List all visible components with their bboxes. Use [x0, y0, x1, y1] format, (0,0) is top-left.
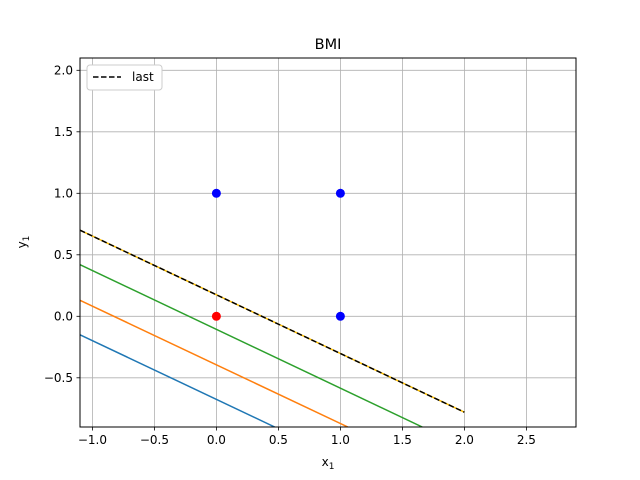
- x-axis: −1.0 −0.5 0.0 0.5 1.0 1.5 2.0 2.5: [78, 427, 536, 447]
- series-layer: [80, 229, 465, 427]
- plot-frame: [79, 57, 577, 428]
- legend-label-last: last: [132, 70, 154, 84]
- y-tick-label: 0.5: [54, 248, 73, 262]
- x-tick-label: 0.5: [269, 433, 288, 447]
- legend-box: [86, 64, 163, 91]
- series-line-last: [80, 229, 465, 413]
- x-tick-label: 1.0: [331, 433, 350, 447]
- x-tick-label: −0.5: [140, 433, 169, 447]
- y-tick-label: 0.0: [54, 309, 73, 323]
- y-tick-label: 2.0: [54, 63, 73, 77]
- points-layer: [211, 188, 345, 321]
- y-axis: −0.5 0.0 0.5 1.0 1.5 2.0: [44, 63, 80, 385]
- y-tick-label: −0.5: [44, 371, 73, 385]
- series-line-1: [80, 334, 276, 427]
- y-axis-label-sub: 1: [22, 236, 32, 242]
- scatter-point: [335, 311, 345, 321]
- scatter-point: [211, 311, 221, 321]
- x-axis-label: x1: [322, 455, 335, 472]
- y-axis-label: y1: [15, 236, 32, 249]
- y-axis-label-main: y: [15, 241, 29, 248]
- x-tick-label: 2.5: [517, 433, 536, 447]
- chart-title: BMI: [315, 37, 342, 53]
- legend: last: [86, 64, 163, 91]
- y-tick-label: 1.0: [54, 186, 73, 200]
- y-tick-label: 1.5: [54, 125, 73, 139]
- x-tick-label: 0.0: [207, 433, 226, 447]
- grid: [80, 58, 576, 427]
- x-tick-label: 2.0: [455, 433, 474, 447]
- series-line-2: [80, 299, 349, 427]
- x-tick-label: 1.5: [393, 433, 412, 447]
- scatter-point: [211, 188, 221, 198]
- x-tick-label: −1.0: [78, 433, 107, 447]
- x-axis-label-sub: 1: [329, 462, 335, 472]
- series-line-3: [80, 263, 423, 427]
- x-axis-label-main: x: [322, 455, 329, 469]
- scatter-point: [335, 188, 345, 198]
